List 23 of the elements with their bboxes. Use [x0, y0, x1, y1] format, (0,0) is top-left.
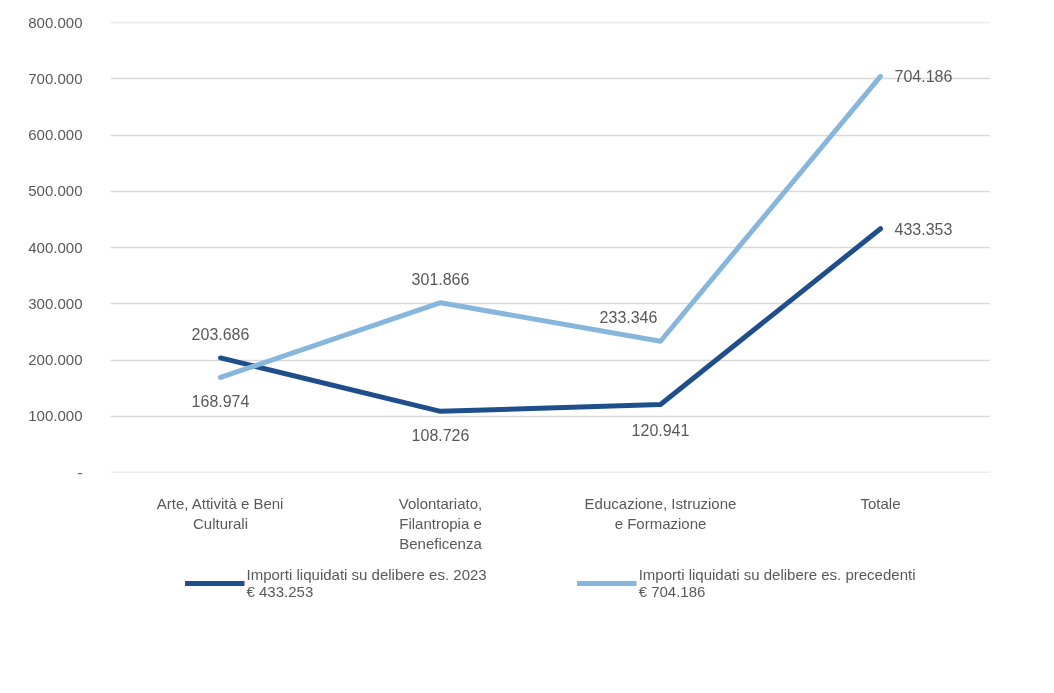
y-tick-label: 100.000	[28, 407, 83, 425]
legend-label: Importi liquidati su delibere es. precedenti € 704.186	[638, 566, 916, 600]
y-tick-label: 500.000	[28, 182, 83, 200]
y-tick-label: 700.000	[28, 69, 83, 87]
data-label: 233.346	[599, 309, 658, 327]
y-tick-label: 400.000	[28, 238, 83, 256]
x-tick-label: Educazione, Istruzione e Formazione	[584, 494, 737, 532]
data-label: 704.186	[894, 68, 953, 86]
data-label: 203.686	[191, 325, 250, 343]
data-label: 120.941	[631, 422, 690, 440]
data-label: 433.353	[894, 220, 953, 238]
legend-label: Importi liquidati su delibere es. 2023 € 433.253	[246, 566, 487, 600]
y-tick-label: 300.000	[28, 294, 83, 312]
data-label: 168.974	[191, 393, 250, 411]
y-tick-label: 800.000	[28, 13, 83, 31]
data-label: 108.726	[411, 427, 470, 445]
y-tick-label: 200.000	[28, 351, 83, 368]
x-tick-label: Volontariato, Filantropia e Beneficenza	[398, 494, 483, 553]
data-label: 301.866	[411, 270, 470, 288]
x-tick-label: Arte, Attività e Beni Culturali	[156, 494, 284, 532]
y-tick-label: 600.000	[28, 126, 83, 143]
y-tick-label: -	[77, 463, 83, 481]
x-tick-label: Totale	[860, 494, 901, 512]
